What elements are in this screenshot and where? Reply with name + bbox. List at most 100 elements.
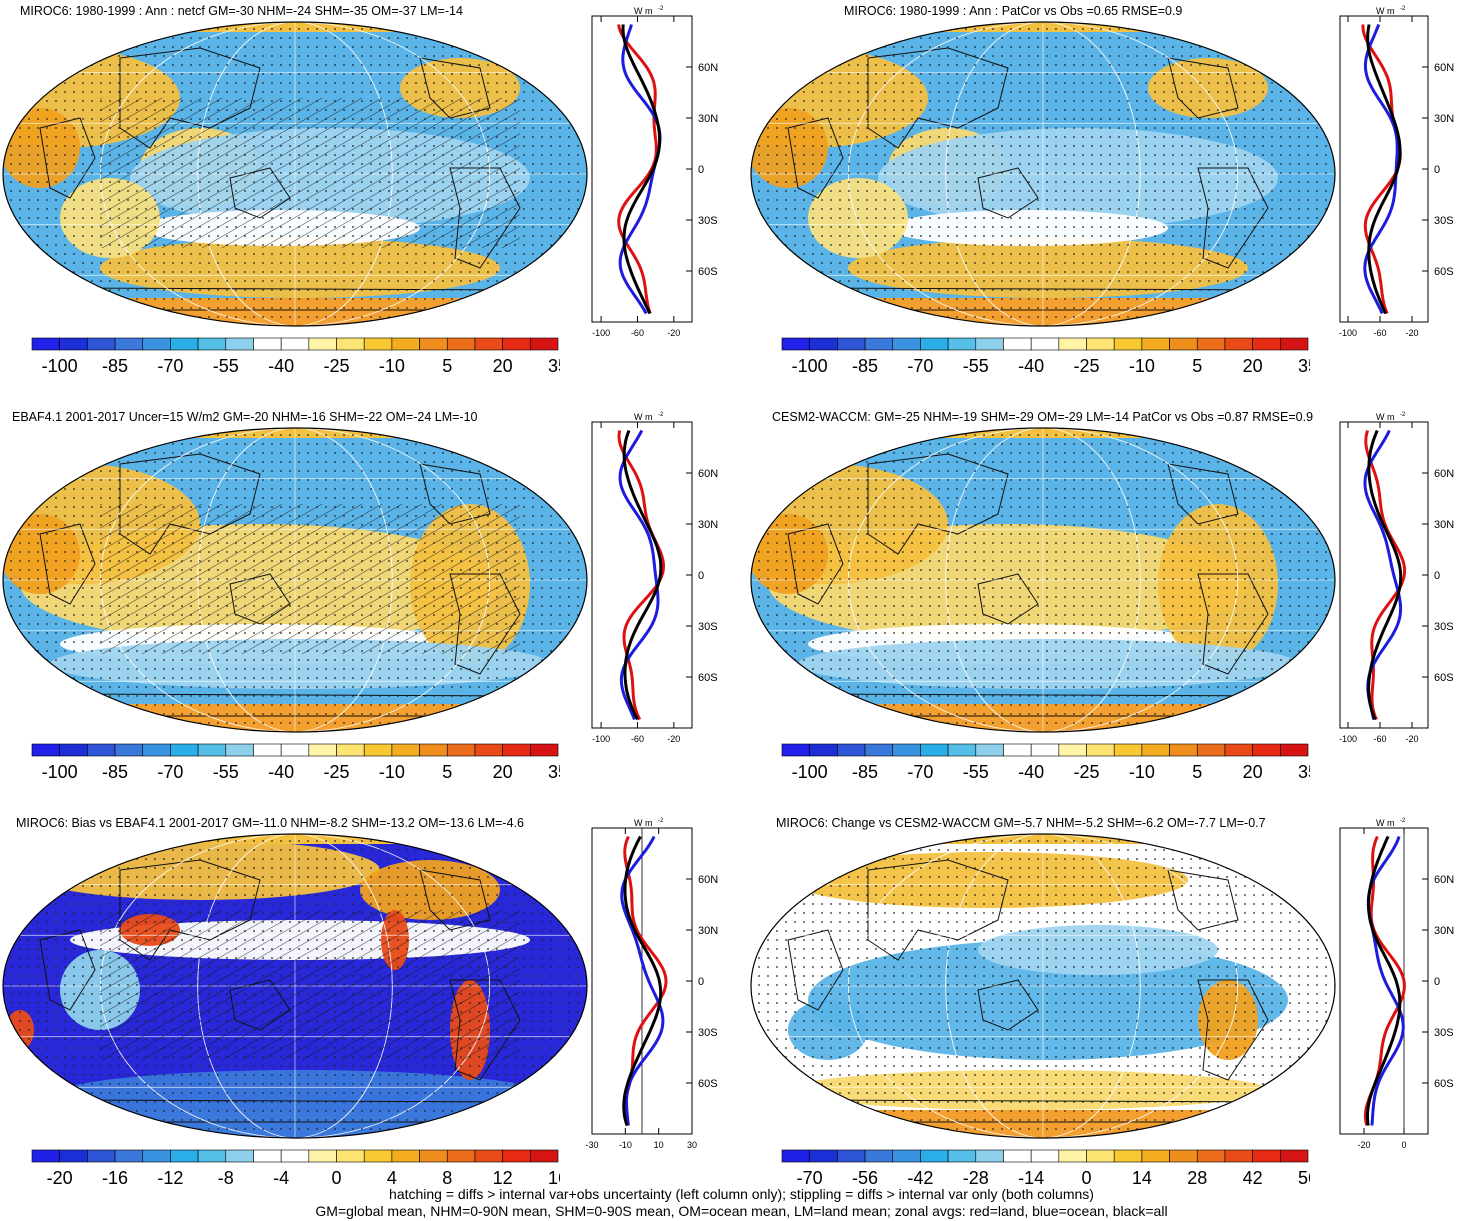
colorbar-label: -100 [42, 356, 78, 376]
colorbar-swatch [1058, 743, 1087, 757]
zonal-unit-label: W m [634, 412, 653, 422]
colorbar-swatch [920, 337, 949, 351]
colorbar-label: 42 [1243, 1168, 1263, 1188]
colorbar-swatch [391, 743, 420, 757]
colorbar-label: -100 [792, 762, 828, 782]
colorbar-swatch [1169, 1149, 1198, 1163]
zonal-mean-plot-6: W m -2 -20 0 60N 30N 0 30S 60S [1328, 816, 1483, 1166]
colorbar-label: -25 [1074, 762, 1100, 782]
colorbar-label: -40 [1018, 762, 1044, 782]
colorbar-swatch [947, 337, 977, 351]
colorbar-swatch [253, 1149, 282, 1163]
colorbar-swatch [809, 337, 838, 351]
colorbar-label: -25 [324, 356, 350, 376]
colorbar-swatch [920, 743, 949, 757]
zonal-lat-label: 0 [698, 164, 704, 176]
zonal-xtick-label: -20 [1357, 1140, 1370, 1150]
colorbar-swatch [87, 1149, 116, 1163]
map-border [2, 833, 588, 1139]
zonal-all-curve [622, 429, 663, 721]
map-svg-1 [2, 21, 588, 327]
hatching-overlay [100, 98, 520, 248]
colorbar-swatch [1003, 1149, 1032, 1163]
colorbar-swatch [59, 1149, 88, 1163]
colorbar-swatch [975, 337, 1004, 351]
colorbar-label: 12 [493, 1168, 513, 1188]
colorbar-label: 35 [1298, 356, 1310, 376]
colorbar-5: -20-16-12-8-4048121620 [30, 1148, 623, 1192]
zonal-lat-label: 60S [698, 266, 718, 278]
colorbar-swatch [781, 1149, 810, 1163]
colorbar-label: 5 [1192, 762, 1202, 782]
zonal-unit-exponent: -2 [658, 818, 664, 824]
footer-line-2: GM=global mean, NHM=0-90N mean, SHM=0-90… [315, 1203, 1168, 1219]
colorbar-swatch [975, 743, 1004, 757]
hatching-overlay [100, 910, 520, 1060]
zonal-lat-label: 30S [698, 215, 718, 227]
colorbar-svg-2: -100-85-70-55-40-25-105203550 [781, 337, 1373, 376]
colorbar-swatch [837, 1149, 866, 1163]
colorbar-swatch [142, 743, 171, 757]
colorbar-label: -25 [324, 762, 350, 782]
zonal-mean-plot-3: W m -2 -100 -60 -20 60N 30N 0 30S 60S [580, 410, 730, 760]
colorbar-label: 4 [387, 1168, 397, 1188]
zonal-unit-exponent: -2 [1400, 6, 1406, 12]
zonal-unit-exponent: -2 [1400, 818, 1406, 824]
colorbar-swatch [809, 1149, 838, 1163]
colorbar-label: -40 [268, 762, 294, 782]
colorbar-label: 0 [332, 1168, 342, 1188]
colorbar-3: -100-85-70-55-40-25-105203550 [30, 742, 623, 786]
colorbar-swatch [530, 337, 559, 351]
colorbar-swatch [837, 337, 866, 351]
colorbar-swatch [530, 1149, 559, 1163]
colorbar-swatch [864, 743, 894, 757]
zonal-unit-label: W m [1376, 412, 1395, 422]
colorbar-swatch [253, 743, 282, 757]
footer-notes: hatching = diffs > internal var+obs unce… [0, 1186, 1483, 1220]
zonal-unit-label: W m [634, 6, 653, 16]
zonal-xtick-label: 30 [687, 1140, 697, 1150]
colorbar-label: -4 [273, 1168, 289, 1188]
zonal-lat-label: 30S [1434, 1027, 1454, 1039]
zonal-lat-label: 60S [698, 672, 718, 684]
map-panel-4 [748, 424, 1338, 736]
colorbar-swatch [892, 337, 921, 351]
zonal-xtick-label: -20 [1405, 328, 1418, 338]
zonal-svg-2: W m -2 -100 -60 -20 60N 30N 0 30S 60S [1339, 6, 1454, 338]
colorbar-label: 20 [493, 356, 513, 376]
colorbar-swatch [363, 337, 393, 351]
colorbar-swatch [947, 743, 977, 757]
map-panel-2 [748, 18, 1338, 330]
zonal-xtick-label: -100 [592, 734, 610, 744]
colorbar-swatch [502, 337, 531, 351]
zonal-lat-label: 60S [1434, 1078, 1454, 1090]
zonal-mean-plot-5: W m -2 -30 -10 10 30 60N 30N 0 30S 60S [580, 816, 730, 1166]
zonal-xtick-label: -20 [1405, 734, 1418, 744]
panel-title-2: MIROC6: 1980-1999 : Ann : PatCor vs Obs … [844, 4, 1183, 18]
colorbar-label: -85 [102, 762, 128, 782]
colorbar-label: -14 [1018, 1168, 1044, 1188]
colorbar-svg-4: -100-85-70-55-40-25-105203550 [781, 743, 1373, 782]
zonal-lat-label: 30N [698, 113, 718, 125]
colorbar-swatch [1224, 1149, 1253, 1163]
colorbar-svg-6: -70-56-42-28-1401428425670 [781, 1149, 1373, 1188]
colorbar-swatch [474, 337, 503, 351]
zonal-svg-6: W m -2 -20 0 60N 30N 0 30S 60S [1339, 818, 1454, 1150]
map-svg-4 [750, 427, 1336, 733]
panel-title-6: MIROC6: Change vs CESM2-WACCM GM=-5.7 NH… [776, 816, 1266, 830]
colorbar-swatch [197, 743, 227, 757]
colorbar-swatch [1086, 337, 1115, 351]
colorbar-label: -10 [1129, 762, 1155, 782]
zonal-xtick-label: -60 [631, 734, 644, 744]
colorbar-swatch [419, 337, 448, 351]
colorbar-swatch [1058, 337, 1087, 351]
colorbar-swatch [1141, 743, 1170, 757]
colorbar-swatch [1003, 743, 1032, 757]
colorbar-label: -85 [852, 762, 878, 782]
colorbar-label: -28 [963, 1168, 989, 1188]
panel-title-5: MIROC6: Bias vs EBAF4.1 2001-2017 GM=-11… [16, 816, 524, 830]
map-border [2, 21, 588, 327]
map-panel-5 [0, 830, 590, 1142]
zonal-ocean-curve [620, 835, 665, 1126]
zonal-lat-label: 0 [1434, 976, 1440, 988]
